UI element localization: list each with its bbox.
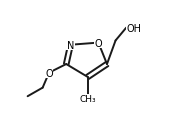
- Text: CH₃: CH₃: [79, 94, 96, 103]
- Text: N: N: [67, 40, 74, 50]
- Text: OH: OH: [126, 23, 141, 33]
- Text: O: O: [95, 38, 102, 48]
- Text: O: O: [45, 68, 53, 78]
